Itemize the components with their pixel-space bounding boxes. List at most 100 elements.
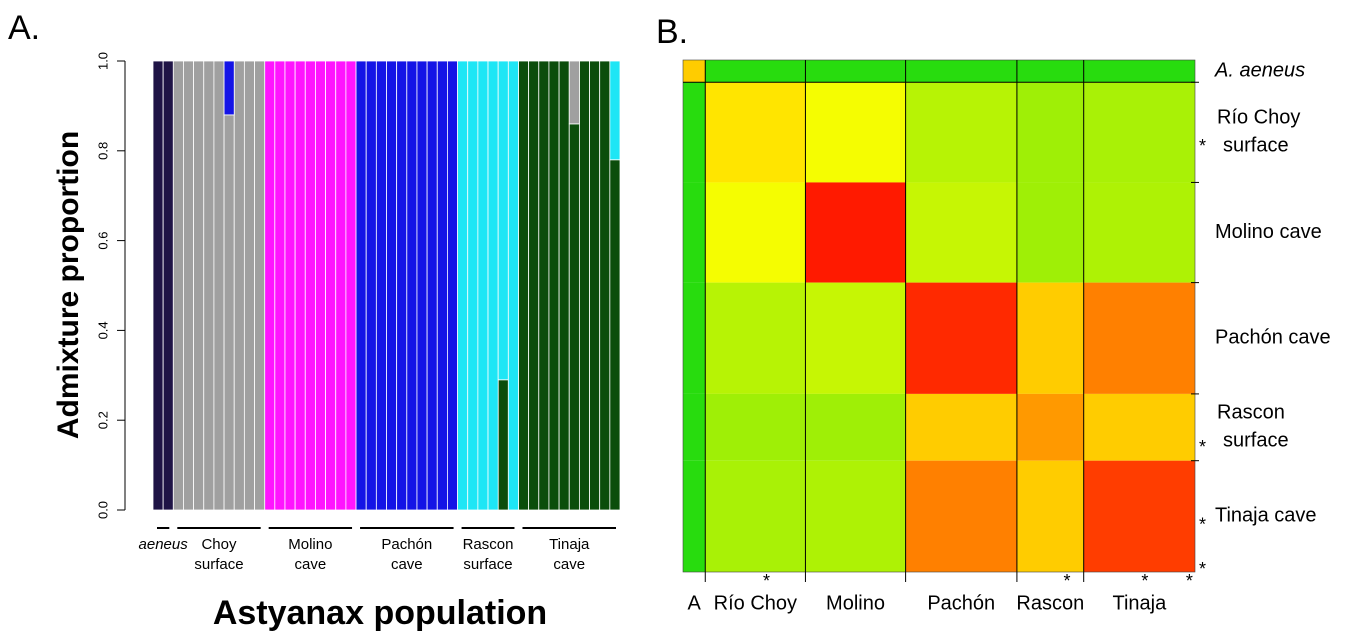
y-tick-label: 0.4	[95, 321, 110, 339]
heatmap-block	[705, 82, 806, 183]
bar-segment	[538, 60, 550, 511]
group-label: cave	[295, 556, 327, 573]
x-axis-title: Astyanax population	[213, 594, 547, 632]
heatmap-block	[805, 460, 906, 572]
bar-segment	[447, 60, 458, 511]
bar-segment	[152, 60, 164, 511]
heatmap-block	[805, 282, 906, 394]
group-label: Rascon	[463, 536, 514, 553]
heatmap-block	[705, 60, 806, 83]
bar-segment	[162, 60, 174, 511]
star-mark: *	[1199, 559, 1206, 579]
bar-segment	[254, 60, 266, 511]
bar-segment	[325, 60, 337, 511]
star-mark: *	[1199, 515, 1206, 535]
bar-segment	[345, 60, 357, 511]
group-label: surface	[194, 556, 243, 573]
y-tick-label: 1.0	[95, 52, 110, 70]
heatmap-block	[1016, 82, 1084, 183]
y-tick-label: 0.0	[95, 501, 110, 519]
row-label: Rascon	[1217, 402, 1285, 424]
row-label: surface	[1223, 430, 1289, 452]
heatmap-block	[1083, 182, 1195, 283]
row-label: A. aeneus	[1214, 59, 1305, 81]
heatmap-block	[1083, 393, 1195, 461]
column-label: Tinaja	[1112, 592, 1167, 614]
bar-segment	[243, 60, 255, 511]
group-label: Pachón	[381, 536, 432, 553]
y-tick-label: 0.6	[95, 232, 110, 250]
heatmap-block	[683, 393, 706, 461]
bar-segment	[609, 159, 621, 511]
star-mark: *	[1063, 571, 1070, 591]
bar-segment	[284, 60, 296, 511]
bar-segment	[233, 60, 245, 511]
bar-segment	[386, 60, 398, 511]
heatmap-block	[805, 182, 906, 283]
column-label: Rascon	[1016, 592, 1084, 614]
y-tick-label: 0.2	[95, 411, 110, 429]
column-label: A	[687, 592, 701, 614]
bar-segment	[477, 60, 489, 511]
row-label: Tinaja cave	[1215, 505, 1317, 527]
bar-segment	[304, 60, 316, 511]
star-mark: *	[1141, 571, 1148, 591]
heatmap-block	[905, 460, 1017, 572]
heatmap-block	[1083, 82, 1195, 183]
heatmap-block	[1083, 60, 1195, 83]
heatmap-block	[705, 393, 806, 461]
bar-segment	[172, 60, 184, 511]
row-label: Pachón cave	[1215, 327, 1331, 349]
bar-segment	[426, 60, 438, 511]
heatmap-block	[1016, 60, 1084, 83]
bar-segment	[396, 60, 408, 511]
heatmap-block	[1083, 282, 1195, 394]
bar-segment	[416, 60, 428, 511]
bar-segment	[375, 60, 387, 511]
bar-segment	[223, 114, 235, 511]
bar-segment	[589, 60, 601, 511]
bar-segment	[264, 60, 276, 511]
bar-segment	[568, 123, 580, 511]
heatmap-block	[705, 182, 806, 283]
group-label: surface	[463, 556, 512, 573]
heatmap-block	[805, 393, 906, 461]
bar-segment	[528, 60, 540, 511]
bar-segment	[355, 60, 367, 511]
heatmap-frame	[682, 59, 1196, 573]
bar-segment	[467, 60, 479, 511]
row-label: Molino cave	[1215, 221, 1322, 243]
bar-segment	[315, 60, 326, 511]
bar-segment	[406, 60, 418, 511]
heatmap-block	[683, 60, 706, 83]
star-mark: *	[1186, 571, 1193, 591]
bar-segment	[609, 60, 621, 161]
column-label: Molino	[826, 592, 885, 614]
bar-segment	[193, 60, 205, 511]
heatmap-block	[805, 60, 906, 83]
heatmap-block	[1016, 282, 1084, 394]
heatmap-block	[1083, 460, 1195, 572]
heatmap-block	[905, 393, 1017, 461]
bar-segment	[507, 60, 519, 511]
column-label: Río Choy	[714, 592, 797, 614]
bar-segment	[568, 60, 580, 125]
heatmap-block	[683, 282, 706, 394]
bar-segment	[487, 60, 499, 511]
star-mark: *	[1199, 136, 1206, 156]
bar-segment	[558, 60, 570, 511]
bar-segment	[497, 60, 509, 381]
row-label: surface	[1223, 135, 1289, 157]
bar-segment	[436, 60, 448, 511]
group-label: cave	[391, 556, 423, 573]
group-label: Choy	[201, 536, 237, 553]
bar-segment	[274, 60, 286, 511]
bar-segment	[548, 60, 560, 511]
bar-segment	[578, 60, 590, 511]
heatmap-block	[805, 82, 906, 183]
bar-segment	[223, 60, 235, 116]
heatmap-block	[683, 460, 706, 572]
group-label: Molino	[288, 536, 332, 553]
bar-segment	[335, 60, 347, 511]
